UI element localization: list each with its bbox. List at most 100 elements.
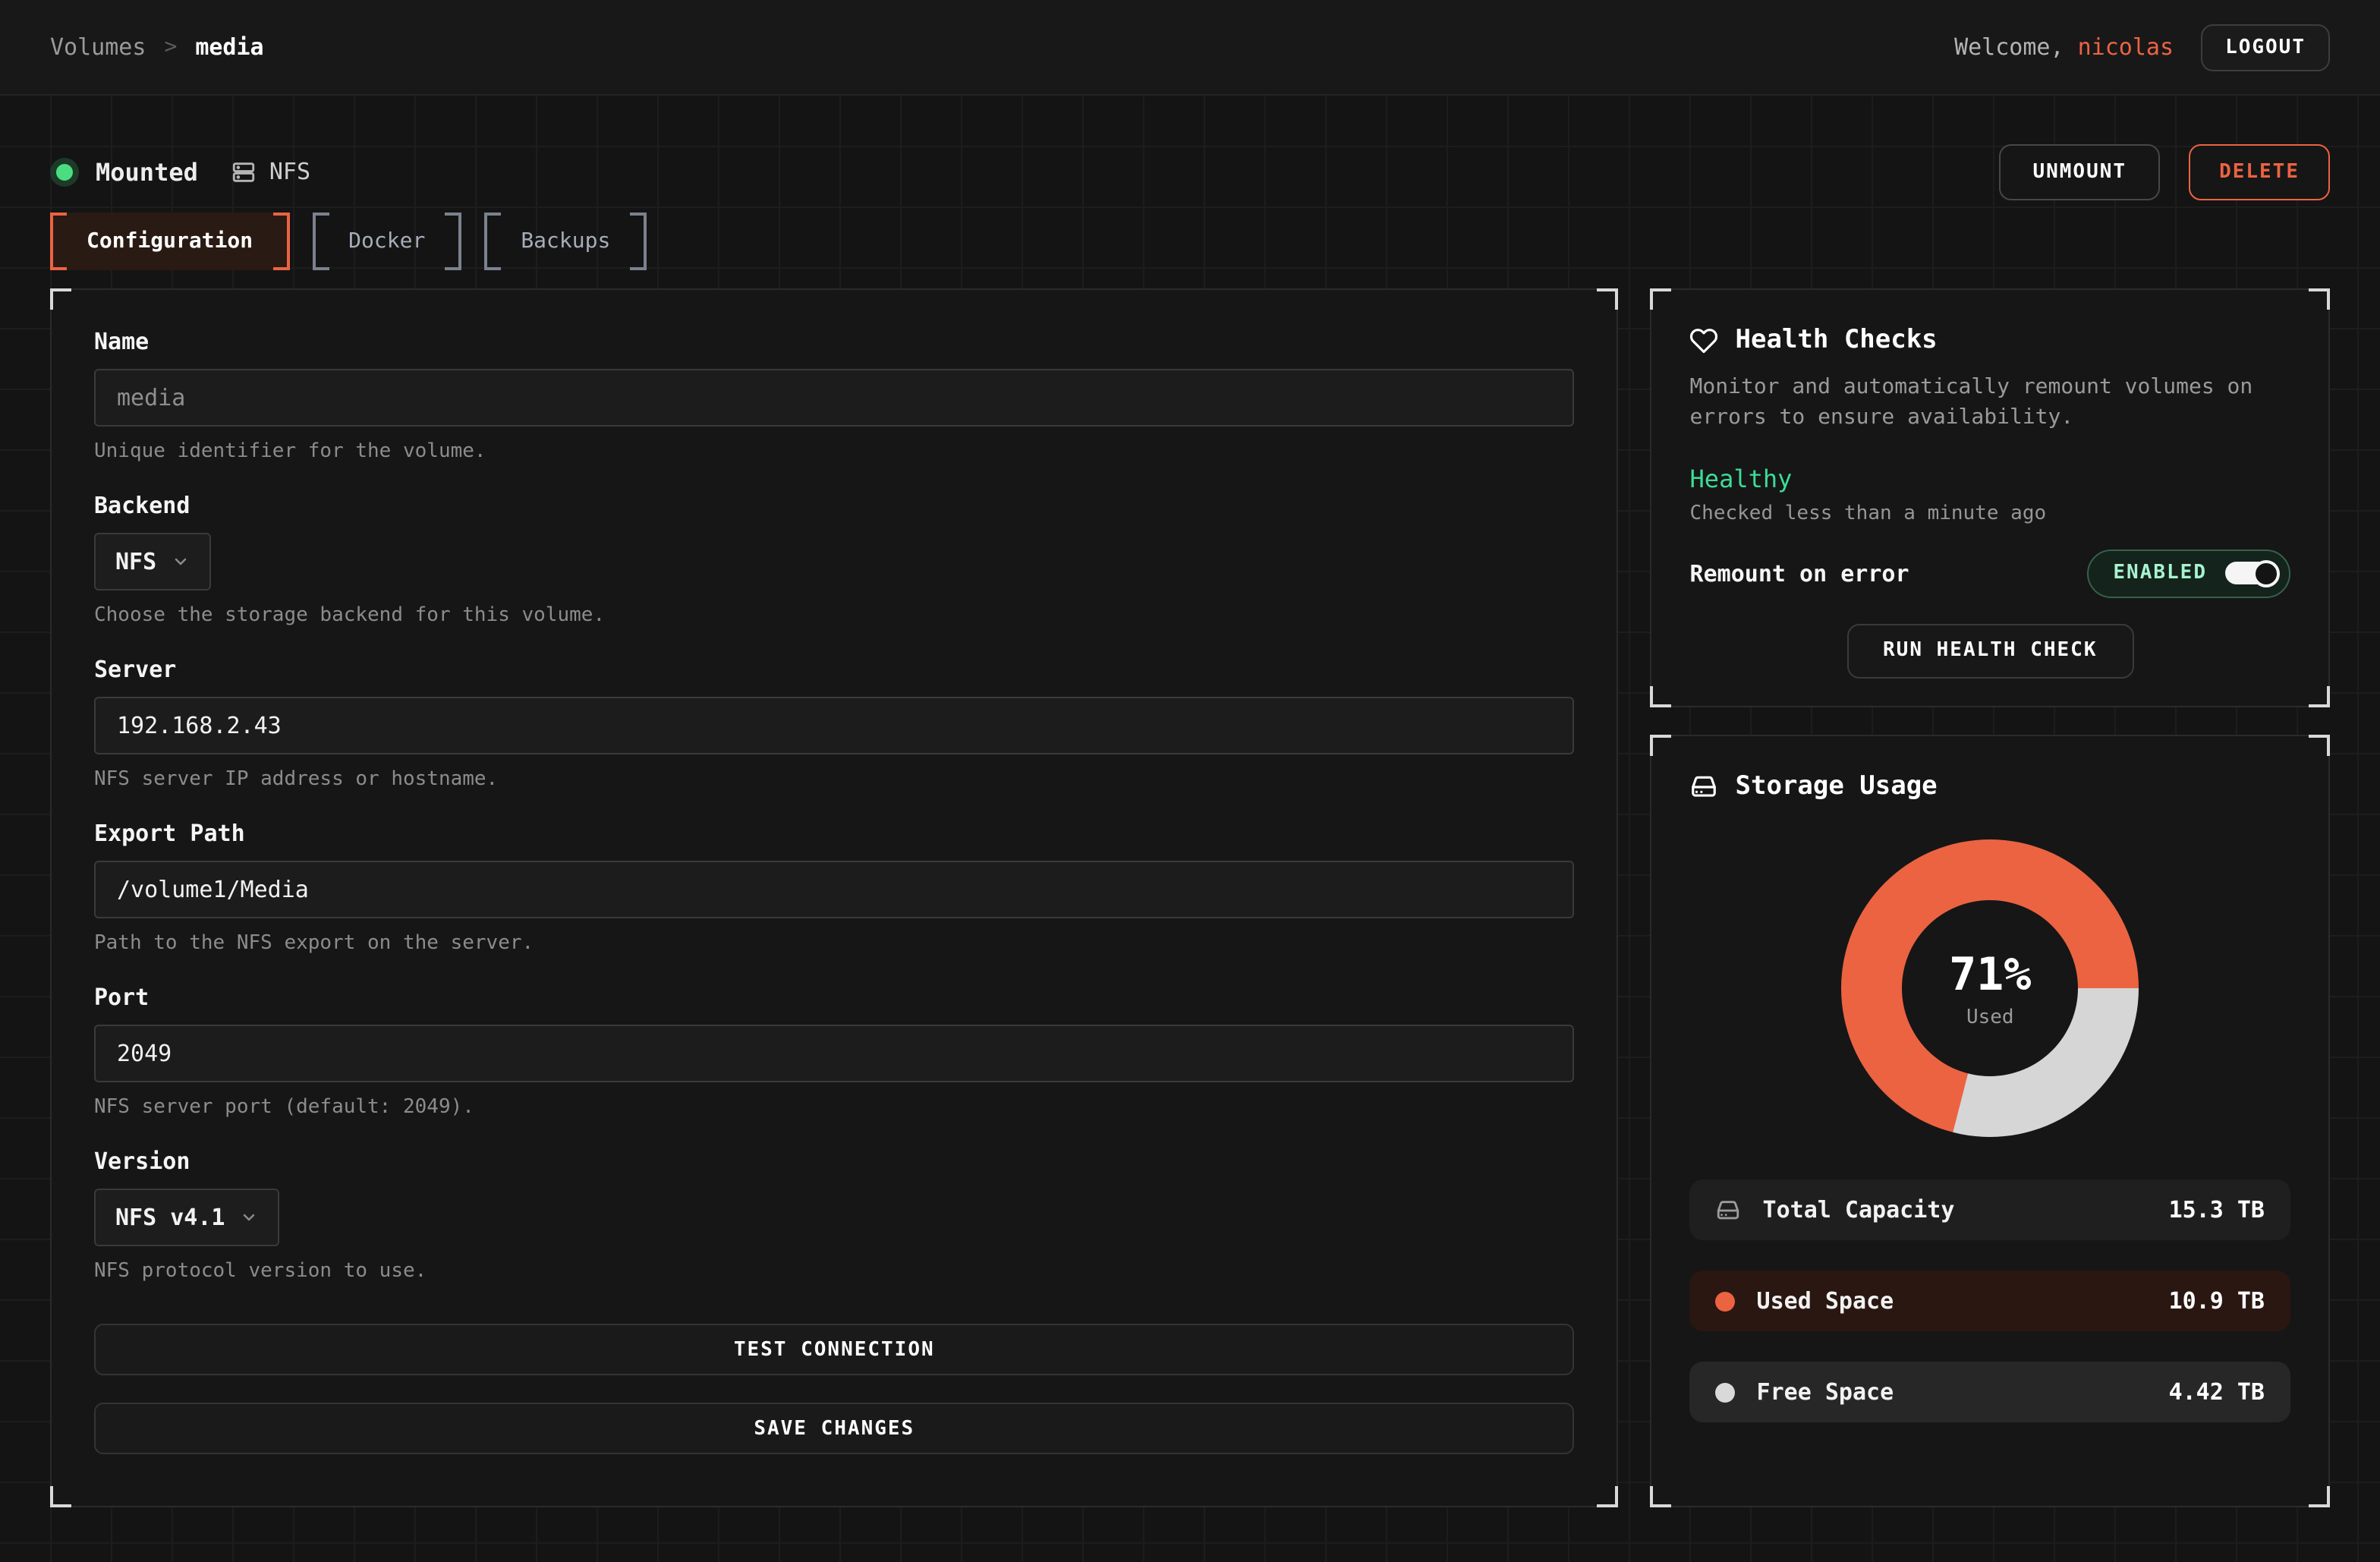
mount-status: Mounted bbox=[50, 157, 198, 186]
toggle-state-label: ENABLED bbox=[2113, 562, 2207, 585]
backend-help: Choose the storage backend for this volu… bbox=[94, 604, 606, 627]
panel-corner bbox=[1650, 735, 1672, 756]
hard-drive-icon bbox=[1690, 772, 1719, 801]
export-path-field[interactable] bbox=[94, 861, 1575, 918]
hard-drive-icon bbox=[1716, 1197, 1742, 1223]
toggle-switch-icon bbox=[2225, 559, 2280, 587]
breadcrumb: Volumes > media bbox=[50, 33, 264, 61]
remount-row: Remount on error ENABLED bbox=[1689, 549, 2290, 598]
backend-badge-label: NFS bbox=[269, 158, 311, 185]
version-label: Version bbox=[94, 1148, 190, 1175]
mounted-status-icon bbox=[50, 157, 79, 186]
panel-corner bbox=[1650, 1486, 1672, 1507]
save-changes-button[interactable]: SAVE CHANGES bbox=[94, 1403, 1575, 1454]
port-label: Port bbox=[94, 984, 150, 1011]
panel-corner bbox=[2309, 686, 2330, 707]
chevron-down-icon bbox=[241, 1208, 259, 1227]
mounted-label: Mounted bbox=[96, 157, 198, 186]
stat-label: Used Space bbox=[1756, 1287, 1894, 1315]
version-select-value: NFS v4.1 bbox=[115, 1204, 225, 1231]
breadcrumb-current-volume: media bbox=[195, 33, 264, 61]
remount-label: Remount on error bbox=[1689, 559, 1909, 587]
side-column: Health Checks Monitor and automatically … bbox=[1650, 288, 2330, 1507]
server-field[interactable] bbox=[94, 697, 1575, 754]
chevron-down-icon bbox=[172, 553, 190, 571]
free-space-dot-icon bbox=[1715, 1382, 1736, 1402]
health-checks-panel: Health Checks Monitor and automatically … bbox=[1650, 288, 2330, 707]
health-checked-time: Checked less than a minute ago bbox=[1689, 502, 2047, 525]
test-connection-button[interactable]: TEST CONNECTION bbox=[94, 1324, 1575, 1375]
panel-corner bbox=[2309, 1486, 2330, 1507]
volume-actions: UNMOUNT DELETE bbox=[1999, 143, 2330, 200]
donut-chart-wrap: 71% Used bbox=[1690, 839, 2290, 1137]
donut-sublabel: Used bbox=[1966, 1006, 2014, 1028]
panel-corner bbox=[2309, 735, 2330, 756]
server-stack-icon bbox=[231, 159, 257, 184]
backend-select[interactable]: NFS bbox=[94, 533, 212, 590]
server-help: NFS server IP address or hostname. bbox=[94, 768, 499, 791]
topbar: Volumes > media Welcome, nicolas LOGOUT bbox=[0, 0, 2380, 96]
stat-value: 4.42 TB bbox=[2168, 1378, 2265, 1406]
backend-label: Backend bbox=[94, 492, 190, 519]
name-field[interactable] bbox=[94, 369, 1575, 427]
donut-percent: 71% bbox=[1949, 948, 2032, 1001]
storage-title: Storage Usage bbox=[1735, 771, 1938, 801]
logout-button[interactable]: LOGOUT bbox=[2201, 24, 2330, 71]
tab-configuration[interactable]: Configuration bbox=[50, 213, 290, 270]
status-left: Mounted NFS bbox=[50, 157, 310, 186]
status-bar: Mounted NFS UNMOUNT DELETE bbox=[50, 96, 2330, 200]
stat-value: 15.3 TB bbox=[2168, 1196, 2265, 1223]
panel-corner bbox=[1597, 288, 1619, 310]
panel-corner bbox=[50, 1486, 71, 1507]
panel-corner bbox=[1650, 288, 1672, 310]
run-health-check-row: RUN HEALTH CHECK bbox=[1690, 623, 2290, 679]
stat-row-total: Total Capacity 15.3 TB bbox=[1689, 1179, 2290, 1240]
export-path-help: Path to the NFS export on the server. bbox=[94, 932, 534, 955]
donut-center: 71% Used bbox=[1902, 900, 2079, 1076]
panels-row: Name Unique identifier for the volume. B… bbox=[50, 288, 2330, 1507]
port-field[interactable] bbox=[94, 1025, 1575, 1082]
panel-corner bbox=[1597, 1486, 1619, 1507]
server-label: Server bbox=[94, 656, 177, 683]
health-description: Monitor and automatically remount volume… bbox=[1689, 375, 2253, 430]
backend-select-value: NFS bbox=[115, 548, 157, 575]
heart-icon bbox=[1690, 326, 1719, 354]
tab-docker[interactable]: Docker bbox=[312, 213, 461, 270]
tab-backups[interactable]: Backups bbox=[484, 213, 647, 270]
username: nicolas bbox=[2077, 33, 2174, 61]
stat-row-used: Used Space 10.9 TB bbox=[1689, 1271, 2290, 1331]
welcome-prefix: Welcome, bbox=[1954, 33, 2078, 61]
breadcrumb-volumes[interactable]: Volumes bbox=[50, 33, 146, 61]
health-title-row: Health Checks bbox=[1690, 325, 2290, 355]
welcome-text: Welcome, nicolas bbox=[1954, 33, 2174, 61]
storage-donut-chart: 71% Used bbox=[1841, 839, 2139, 1137]
health-status: Healthy bbox=[1689, 464, 1793, 493]
main-content: Mounted NFS UNMOUNT DELETE bbox=[0, 96, 2380, 1562]
panel-corner bbox=[2309, 288, 2330, 310]
remount-toggle[interactable]: ENABLED bbox=[2087, 549, 2290, 598]
name-label: Name bbox=[94, 328, 150, 355]
unmount-button[interactable]: UNMOUNT bbox=[1999, 143, 2161, 200]
panel-corner bbox=[1650, 686, 1672, 707]
stat-label: Total Capacity bbox=[1762, 1196, 1955, 1223]
export-path-label: Export Path bbox=[94, 820, 245, 847]
backend-badge: NFS bbox=[231, 158, 310, 185]
version-select[interactable]: NFS v4.1 bbox=[94, 1189, 280, 1246]
topbar-right: Welcome, nicolas LOGOUT bbox=[1954, 24, 2330, 71]
used-space-dot-icon bbox=[1715, 1291, 1736, 1311]
stat-value: 10.9 TB bbox=[2168, 1287, 2265, 1315]
tab-bar: Configuration Docker Backups bbox=[50, 213, 2330, 270]
storage-usage-panel: Storage Usage 71% Used bbox=[1650, 735, 2330, 1507]
storage-title-row: Storage Usage bbox=[1690, 771, 2290, 801]
version-help: NFS protocol version to use. bbox=[94, 1260, 427, 1283]
chevron-right-icon: > bbox=[164, 35, 178, 59]
port-help: NFS server port (default: 2049). bbox=[94, 1096, 474, 1119]
storage-stats: Total Capacity 15.3 TB Used Space 10.9 T… bbox=[1689, 1179, 2290, 1422]
run-health-check-button[interactable]: RUN HEALTH CHECK bbox=[1846, 623, 2134, 679]
panel-corner bbox=[50, 288, 71, 310]
health-title: Health Checks bbox=[1735, 325, 1938, 355]
name-help: Unique identifier for the volume. bbox=[94, 440, 486, 463]
delete-button[interactable]: DELETE bbox=[2189, 143, 2330, 200]
stat-label: Free Space bbox=[1756, 1378, 1894, 1406]
